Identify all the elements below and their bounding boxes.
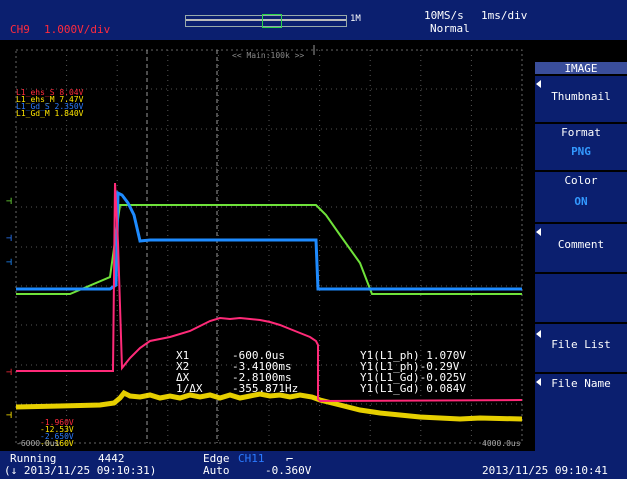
legend-item: L1_Gd_S 2.350V	[16, 102, 84, 111]
time-right-label: 4000.0us	[482, 439, 521, 448]
cursor-label: 1/ΔX	[176, 382, 203, 395]
waveform-graticule	[15, 45, 523, 444]
waveform-blue	[16, 190, 522, 291]
file-list-button[interactable]: File List	[535, 322, 627, 374]
menu-title: IMAGE	[535, 60, 627, 76]
trigger-channel[interactable]: CH11	[238, 452, 265, 465]
legend-bottom-item: -0.160V	[40, 439, 74, 448]
cursor-value: -600.0us	[232, 349, 285, 362]
timebase: 1ms/div	[481, 9, 528, 22]
softkey-arrow-icon	[536, 80, 541, 88]
window-label: 1M	[350, 14, 361, 24]
waveform-yellow-noise	[15, 389, 523, 422]
acquisition-count: 4442	[98, 452, 125, 465]
record-window-bar[interactable]	[185, 14, 347, 28]
top-status-bar: CH9 1.000V/div 1M 10MS/s 1ms/div Normal	[0, 0, 627, 40]
softkey-arrow-icon	[536, 378, 541, 386]
cursor-y-value: Y1(L1_Gd) 0.084V	[360, 382, 466, 395]
legend-bottom: -1.960V -12.53V -2.650V -0.160V	[40, 418, 74, 448]
channel-ground-marker[interactable]: ⊣	[6, 257, 13, 268]
channel-ground-marker[interactable]: ⊣	[6, 410, 13, 421]
cursor-label: X2	[176, 360, 190, 373]
color-button[interactable]: Color ON	[535, 170, 627, 224]
acquire-mode: Normal	[430, 22, 470, 35]
trigger-type[interactable]: Edge	[203, 452, 230, 465]
window-position-marker[interactable]	[262, 14, 282, 28]
thumbnail-button[interactable]: Thumbnail	[535, 74, 627, 124]
cursor-value: -3.4100ms	[232, 360, 292, 373]
format-button[interactable]: Format PNG	[535, 122, 627, 172]
time-left-label: -6000.0us	[16, 439, 60, 448]
legend-item: L1_ehs_M 7.47V	[16, 95, 84, 104]
softkey-arrow-icon	[536, 228, 541, 236]
sample-rate: 10MS/s	[424, 9, 464, 22]
cursor-value: -355.871Hz	[232, 382, 299, 395]
image-menu-panel: IMAGE Thumbnail Format PNG Color ON Comm…	[535, 60, 627, 451]
waveform-magenta	[16, 182, 523, 403]
trigger-level[interactable]: -0.360V	[265, 464, 312, 477]
waveform-green	[16, 204, 522, 295]
comment-button[interactable]: Comment	[535, 222, 627, 274]
cursor-label: X1	[176, 349, 190, 362]
main-zoom-label: << Main:100k >>	[232, 51, 305, 60]
cursor-label: ΔX	[176, 371, 190, 384]
legend-item: L1_Gd_M 1.840V	[16, 109, 84, 118]
legend-bottom-item: -2.650V	[40, 432, 74, 441]
channel-ground-marker[interactable]: ⊣	[6, 196, 13, 207]
legend-top: L1_ehs_S 8.04V L1_ehs_M 7.47V L1_Gd_S 2.…	[16, 88, 84, 118]
trigger-mode[interactable]: Auto	[203, 464, 230, 477]
run-status: Running	[10, 452, 57, 465]
empty-softkey[interactable]	[535, 272, 627, 324]
softkey-arrow-icon	[536, 330, 541, 338]
bottom-status-bar: Running 4442 (↓ 2013/11/25 09:10:31) Edg…	[0, 451, 627, 479]
channel-label: CH9	[10, 23, 30, 36]
legend-item: L1_ehs_S 8.04V	[16, 88, 84, 97]
legend-bottom-item: -12.53V	[40, 425, 74, 434]
channel-ground-marker[interactable]: ⊣	[6, 233, 13, 244]
channel-ground-marker[interactable]: ⊣	[6, 367, 13, 378]
legend-bottom-item: -1.960V	[40, 418, 74, 427]
last-acquisition-time: (↓ 2013/11/25 09:10:31)	[4, 464, 157, 477]
cursor-y-value: Y1(L1_ph)-0.29V	[360, 360, 460, 373]
date-time: 2013/11/25 09:10:41	[482, 464, 608, 477]
cursor-y-value: Y1(L1_ph) 1.070V	[360, 349, 466, 362]
waveform-display[interactable]: << Main:100k >> L1_ehs_S 8.04V L1_ehs_M …	[0, 43, 535, 451]
file-name-button[interactable]: File Name	[535, 372, 627, 424]
volts-per-div: 1.000V/div	[44, 23, 111, 36]
cursor-value: -2.8100ms	[232, 371, 292, 384]
cursor-y-value: Y1(L1_Gd)-0.025V	[360, 371, 466, 384]
rising-edge-icon: ⌐	[286, 452, 294, 466]
